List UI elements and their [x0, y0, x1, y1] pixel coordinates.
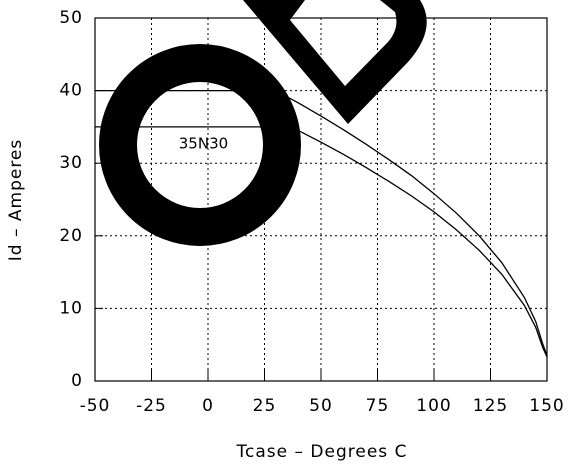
y-axis-title: Id – Amperes [6, 139, 26, 261]
series-line [95, 89, 548, 356]
y-tick-label: 10 [59, 298, 83, 318]
series-label: 35N30 [179, 134, 228, 152]
y-tick-label: 50 [59, 8, 83, 28]
y-tick-label: 30 [59, 153, 83, 173]
y-tick-label: 20 [59, 226, 83, 246]
x-tick-label: -50 [80, 396, 111, 416]
x-tick-label: 0 [202, 396, 214, 416]
series-label: 40N30 [174, 65, 223, 83]
watermark [99, 0, 427, 246]
watermark-ring [99, 44, 301, 246]
y-tick-label: 0 [71, 371, 83, 391]
x-tick-label: 100 [416, 396, 451, 416]
x-tick-label: 125 [473, 396, 508, 416]
y-tick-label: 40 [59, 81, 83, 101]
plot-frame [94, 17, 548, 382]
series-line [95, 126, 548, 358]
x-tick-label: 50 [309, 396, 333, 416]
watermark-inner [290, 0, 397, 86]
x-tick-label: 150 [529, 396, 564, 416]
x-tick-label: 75 [366, 396, 390, 416]
x-tick-label: -25 [136, 396, 167, 416]
x-tick-label: 25 [253, 396, 277, 416]
x-axis-title: Tcase – Degrees C [236, 442, 408, 462]
